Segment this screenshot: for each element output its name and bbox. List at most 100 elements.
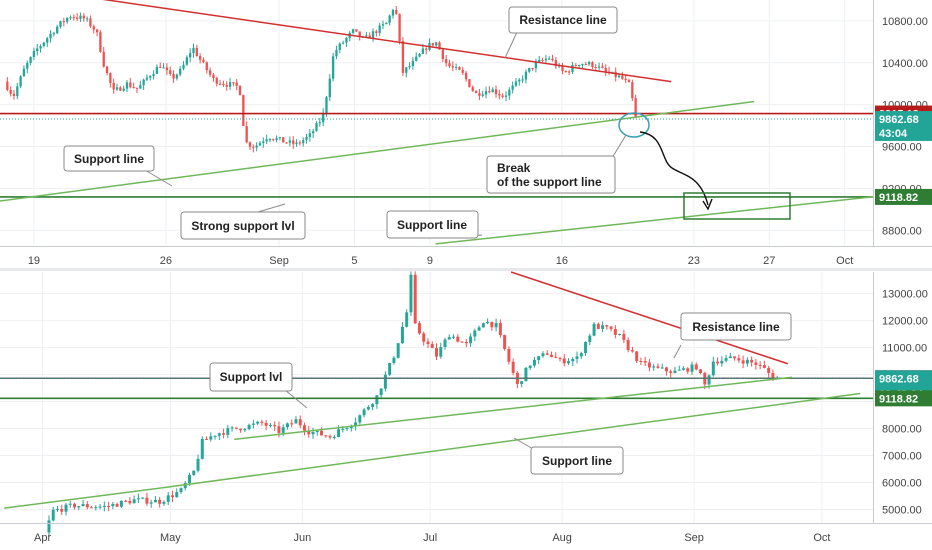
callout-box bbox=[530, 446, 624, 475]
candle-body bbox=[132, 499, 136, 504]
candle-body bbox=[365, 35, 368, 37]
candle-body bbox=[125, 82, 129, 89]
candle-body bbox=[268, 139, 272, 141]
candle-body bbox=[85, 504, 89, 508]
candle-body bbox=[571, 65, 574, 73]
resistance-trendline bbox=[510, 271, 789, 365]
candle-body bbox=[225, 84, 228, 87]
candle-body bbox=[109, 73, 112, 83]
candle-body bbox=[385, 22, 388, 25]
candle-body bbox=[594, 66, 597, 68]
candle-body bbox=[408, 66, 411, 68]
candle-body bbox=[468, 79, 471, 88]
candle-body bbox=[514, 81, 518, 86]
candle-body bbox=[260, 421, 264, 423]
candle-body bbox=[294, 419, 298, 424]
candle-body bbox=[68, 503, 72, 505]
candle-body bbox=[355, 29, 358, 32]
candle-body bbox=[208, 70, 212, 75]
candle-body bbox=[549, 354, 553, 357]
y-tick-label: 7000.00 bbox=[882, 451, 922, 463]
candle-body bbox=[597, 66, 601, 68]
x-tick-label: 5 bbox=[351, 255, 357, 267]
candle-body bbox=[282, 137, 285, 143]
candle-body bbox=[232, 82, 235, 84]
candle-body bbox=[452, 336, 456, 338]
candle-body bbox=[192, 47, 195, 54]
candle-body bbox=[366, 407, 370, 410]
candle-body bbox=[179, 488, 183, 493]
candle-body bbox=[192, 470, 196, 475]
candle-body bbox=[460, 341, 464, 343]
candle-body bbox=[218, 83, 222, 85]
candle-body bbox=[544, 58, 548, 61]
candle-body bbox=[328, 78, 331, 98]
candle-body bbox=[162, 67, 165, 69]
candle-body bbox=[136, 498, 140, 500]
candle-body bbox=[119, 500, 123, 507]
candle-body bbox=[73, 503, 77, 508]
x-tick-label: Sep bbox=[684, 532, 704, 544]
candle-body bbox=[62, 21, 65, 23]
candle-body bbox=[438, 42, 441, 50]
annotation-of-the-support-line: of the support line bbox=[497, 175, 602, 189]
candle-body bbox=[601, 66, 604, 68]
candle-body bbox=[371, 404, 375, 408]
candle-body bbox=[354, 422, 358, 426]
x-tick-label: May bbox=[160, 532, 181, 544]
price-tag-label: 43:04 bbox=[879, 128, 908, 140]
candle-body bbox=[605, 325, 609, 327]
candle-body bbox=[484, 91, 488, 95]
candle-body bbox=[311, 432, 315, 435]
candle-body bbox=[415, 56, 418, 61]
candle-body bbox=[562, 358, 566, 364]
candle-body bbox=[545, 353, 549, 355]
candle-body bbox=[111, 503, 115, 507]
candle-body bbox=[351, 29, 355, 33]
candle-body bbox=[64, 504, 68, 512]
candle-body bbox=[129, 82, 132, 88]
callout-box bbox=[386, 210, 479, 239]
candle-body bbox=[277, 426, 281, 433]
panel-separator bbox=[0, 268, 932, 271]
candle-body bbox=[664, 367, 668, 372]
candle-body bbox=[461, 69, 464, 73]
candle-body bbox=[135, 87, 139, 89]
candle-body bbox=[213, 435, 217, 437]
candle-body bbox=[494, 323, 498, 328]
candle-body bbox=[285, 142, 288, 144]
candle-body bbox=[298, 142, 302, 144]
candle-body bbox=[474, 90, 478, 94]
candle-body bbox=[418, 53, 421, 57]
candle-body bbox=[165, 67, 169, 71]
y-tick-label: 9600.00 bbox=[882, 142, 922, 154]
candle-body bbox=[567, 361, 571, 364]
candle-body bbox=[534, 61, 538, 69]
projection-arrow-path bbox=[639, 131, 709, 206]
candle-body bbox=[388, 363, 392, 375]
candle-body bbox=[281, 427, 285, 433]
candle-body bbox=[588, 335, 592, 342]
x-tick-label: 26 bbox=[160, 255, 172, 267]
candle-body bbox=[494, 89, 498, 95]
candle-body bbox=[690, 364, 694, 372]
candle-body bbox=[81, 504, 85, 507]
candle-body bbox=[508, 89, 511, 96]
candle-body bbox=[320, 430, 324, 436]
candle-body bbox=[222, 433, 226, 435]
candle-body bbox=[456, 336, 460, 342]
candle-body bbox=[379, 388, 383, 396]
candle-body bbox=[441, 49, 444, 60]
price-tag bbox=[875, 188, 932, 205]
resistance-trendline bbox=[102, 0, 672, 83]
bottom-panel-grid bbox=[0, 272, 873, 523]
candle-body bbox=[292, 140, 295, 145]
candle-body bbox=[481, 94, 484, 96]
candle-body bbox=[362, 409, 366, 416]
candle-body bbox=[170, 495, 174, 498]
candle-body bbox=[511, 85, 514, 90]
candle-body bbox=[591, 62, 594, 67]
candle-body bbox=[172, 73, 175, 79]
candle-body bbox=[503, 335, 507, 349]
